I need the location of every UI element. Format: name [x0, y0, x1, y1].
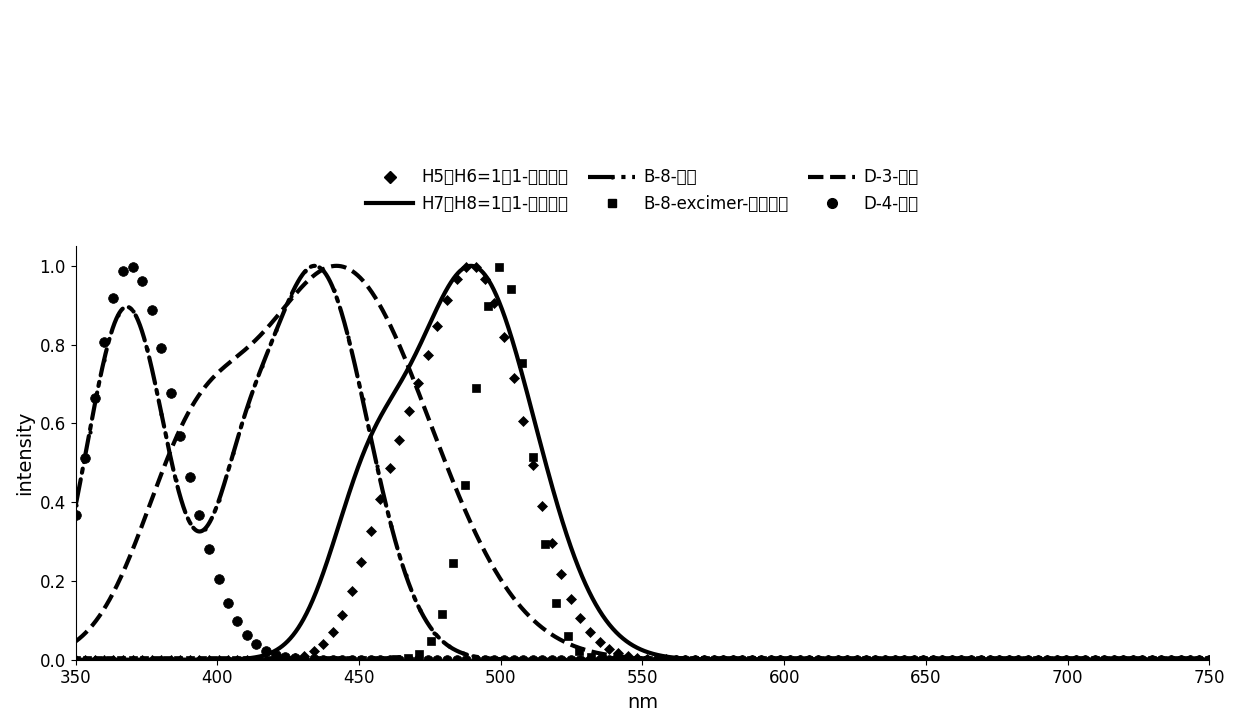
Legend: H5：H6=1：1-发射光谱, H7：H8=1：1-发射光谱, B-8-吸收, B-8-excimer-发射光谱, D-3-吸收, D-4-吸收: H5：H6=1：1-发射光谱, H7：H8=1：1-发射光谱, B-8-吸收, … — [361, 164, 924, 218]
X-axis label: nm: nm — [627, 693, 658, 712]
Y-axis label: intensity: intensity — [15, 411, 33, 495]
